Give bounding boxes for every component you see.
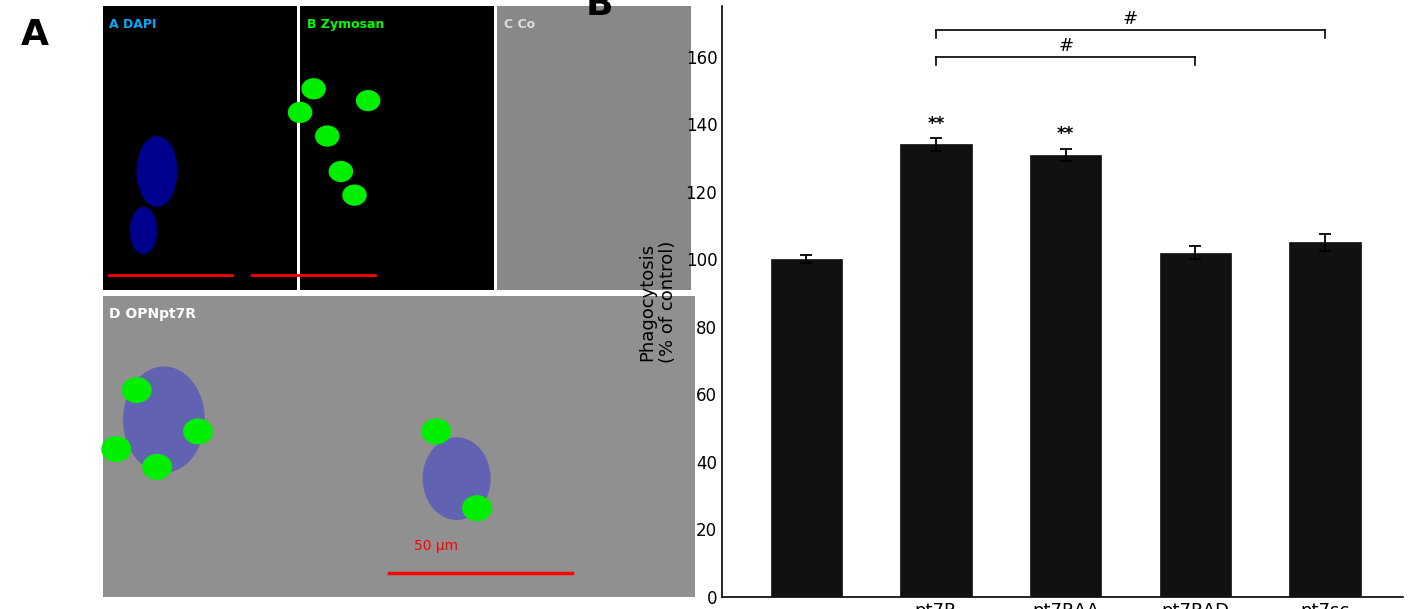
Bar [771, 259, 842, 597]
Ellipse shape [130, 207, 157, 254]
FancyBboxPatch shape [102, 6, 296, 290]
Circle shape [356, 90, 380, 111]
FancyBboxPatch shape [102, 295, 694, 597]
Circle shape [343, 185, 367, 206]
Circle shape [122, 377, 152, 403]
Text: 50 μm: 50 μm [414, 538, 458, 552]
Text: #: # [1058, 37, 1073, 55]
Ellipse shape [123, 367, 205, 473]
Text: D OPNpt7R: D OPNpt7R [109, 308, 197, 322]
Circle shape [101, 436, 132, 462]
Circle shape [462, 495, 492, 521]
FancyBboxPatch shape [300, 6, 495, 290]
Ellipse shape [136, 136, 177, 207]
Circle shape [288, 102, 312, 123]
Circle shape [183, 418, 213, 445]
Text: B Zymosan: B Zymosan [307, 18, 384, 31]
Text: C Co: C Co [504, 18, 536, 31]
FancyBboxPatch shape [497, 6, 691, 290]
Bar [1289, 242, 1360, 597]
Text: **: ** [928, 114, 945, 133]
Ellipse shape [422, 437, 490, 520]
Bar [1030, 155, 1101, 597]
Y-axis label: Phagocytosis
(% of control): Phagocytosis (% of control) [639, 241, 677, 362]
Text: A DAPI: A DAPI [109, 18, 157, 31]
Circle shape [142, 454, 171, 480]
Bar [1159, 253, 1231, 597]
Circle shape [421, 418, 451, 445]
Text: A: A [21, 18, 50, 52]
Circle shape [302, 78, 326, 99]
Text: #: # [1124, 10, 1138, 28]
Circle shape [315, 125, 340, 147]
Bar [900, 144, 972, 597]
Text: **: ** [1057, 125, 1074, 144]
Text: B: B [587, 0, 614, 23]
Circle shape [329, 161, 353, 182]
